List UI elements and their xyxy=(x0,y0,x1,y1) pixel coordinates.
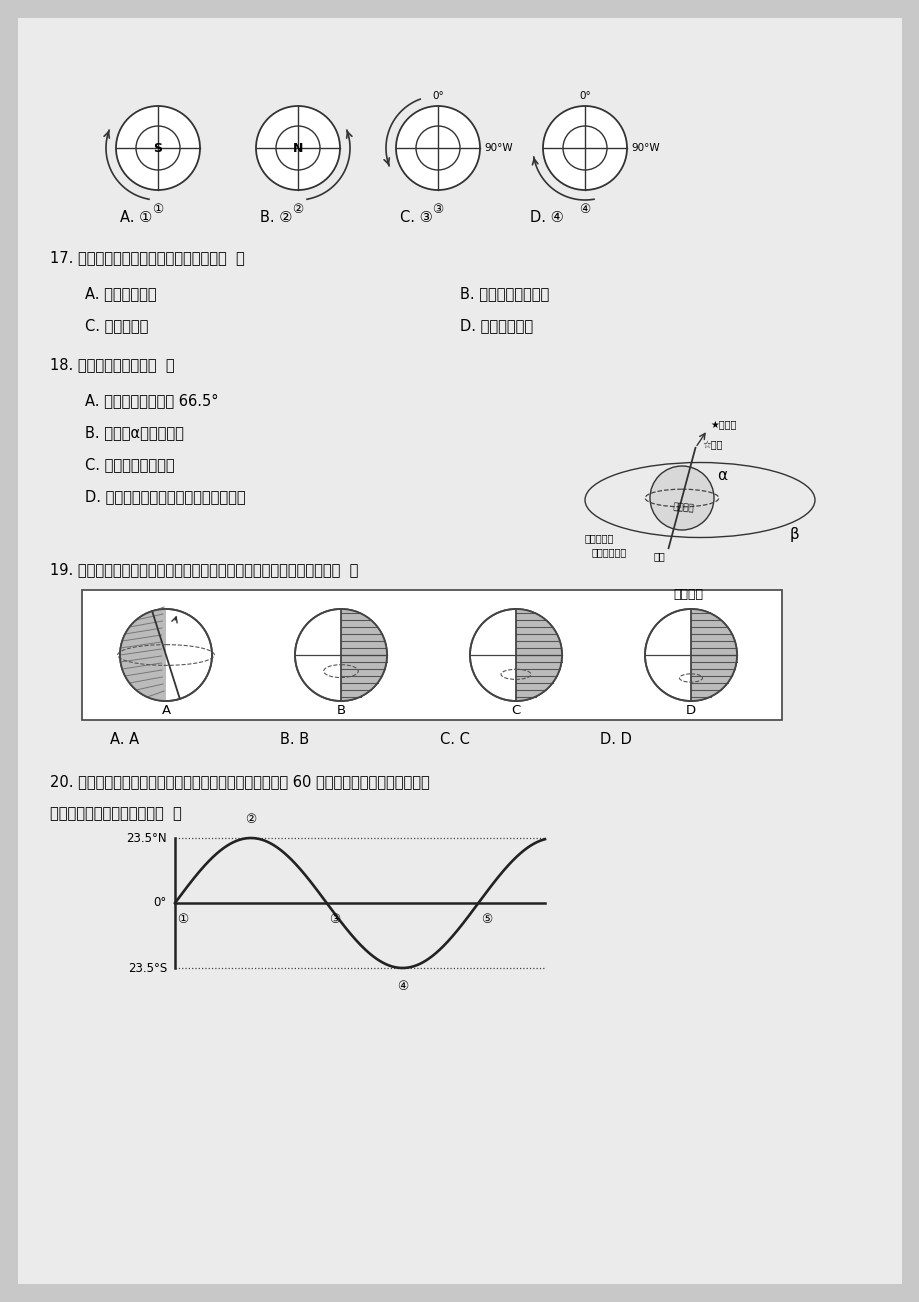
Text: B. ②: B. ② xyxy=(260,211,292,225)
Text: 0°: 0° xyxy=(153,897,167,910)
Text: 赤道平面: 赤道平面 xyxy=(671,503,694,513)
Wedge shape xyxy=(690,609,736,700)
Text: B. 图中角α是黄赤交角: B. 图中角α是黄赤交角 xyxy=(85,426,184,440)
Text: B: B xyxy=(336,703,346,716)
Text: ④: ④ xyxy=(396,980,408,993)
Text: C: C xyxy=(511,703,520,716)
Text: C. ③: C. ③ xyxy=(400,211,432,225)
Text: 18. 下列说法正确的是（  ）: 18. 下列说法正确的是（ ） xyxy=(50,358,175,372)
Text: B. 正午太阳高度相同: B. 正午太阳高度相同 xyxy=(460,286,549,302)
Circle shape xyxy=(644,609,736,700)
Circle shape xyxy=(470,609,562,700)
Wedge shape xyxy=(119,609,165,700)
Text: （黄道平面）: （黄道平面） xyxy=(591,547,627,557)
Text: A. ①: A. ① xyxy=(119,211,152,225)
Circle shape xyxy=(119,609,211,700)
Text: 0°: 0° xyxy=(432,91,443,102)
Text: 20. 下图是太阳直射点在地球表面移动示意图。在我们祖国 60 周年庆贺日，太阳直射点在哪: 20. 下图是太阳直射点在地球表面移动示意图。在我们祖国 60 周年庆贺日，太阳… xyxy=(50,775,429,789)
Circle shape xyxy=(395,105,480,190)
Text: D. 黄赤交角度数即是南北回归线的度数: D. 黄赤交角度数即是南北回归线的度数 xyxy=(85,490,245,504)
Circle shape xyxy=(295,609,387,700)
Text: ⑤: ⑤ xyxy=(481,913,492,926)
Text: ②: ② xyxy=(292,203,303,216)
Text: ③: ③ xyxy=(329,913,340,926)
Text: C. C: C. C xyxy=(439,733,470,747)
Text: C. 黄赤交角始终不变: C. 黄赤交角始终不变 xyxy=(85,457,175,473)
Text: ②: ② xyxy=(245,812,256,825)
Text: 黄赤交角: 黄赤交角 xyxy=(673,589,702,602)
Circle shape xyxy=(542,105,627,190)
Text: C. 地方时相同: C. 地方时相同 xyxy=(85,319,148,333)
Text: 90°W: 90°W xyxy=(483,143,512,154)
Text: 23.5°S: 23.5°S xyxy=(128,961,167,974)
Text: N: N xyxy=(292,142,303,155)
Text: ③: ③ xyxy=(432,203,443,216)
Text: A. 日出时间相同: A. 日出时间相同 xyxy=(85,286,156,302)
Text: A: A xyxy=(161,703,170,716)
Text: A. 目前的黄赤交角是 66.5°: A. 目前的黄赤交角是 66.5° xyxy=(85,393,219,409)
Text: ④: ④ xyxy=(579,203,590,216)
Text: 23.5°N: 23.5°N xyxy=(126,832,167,845)
Text: 17. 任何一天，地球表面经度相同的地方（  ）: 17. 任何一天，地球表面经度相同的地方（ ） xyxy=(50,250,244,266)
Circle shape xyxy=(650,466,713,530)
Text: α: α xyxy=(717,469,727,483)
Wedge shape xyxy=(341,609,387,700)
Text: D. D: D. D xyxy=(599,733,631,747)
Text: ①: ① xyxy=(153,203,164,216)
Text: ①: ① xyxy=(177,913,188,926)
Bar xyxy=(82,590,781,720)
Circle shape xyxy=(116,105,199,190)
Text: 90°W: 90°W xyxy=(630,143,659,154)
Text: 个区域并向哪个方向移动？（  ）: 个区域并向哪个方向移动？（ ） xyxy=(50,806,182,822)
Text: 南极: 南极 xyxy=(652,551,664,561)
Text: D. 昼夜长短相同: D. 昼夜长短相同 xyxy=(460,319,532,333)
Text: 0°: 0° xyxy=(578,91,590,102)
Wedge shape xyxy=(516,609,562,700)
Text: S: S xyxy=(153,142,163,155)
Text: β: β xyxy=(789,527,799,543)
Text: ★北极星: ★北极星 xyxy=(709,419,736,430)
Text: D. ④: D. ④ xyxy=(529,211,563,225)
Text: 19. 下列四幅图中（阴影表示夜半球），能正确表示北半球夏至日的是（  ）: 19. 下列四幅图中（阴影表示夜半球），能正确表示北半球夏至日的是（ ） xyxy=(50,562,358,578)
Circle shape xyxy=(255,105,340,190)
Text: 地球轨道面: 地球轨道面 xyxy=(584,533,614,543)
Text: ☆北极: ☆北极 xyxy=(702,440,722,449)
Text: D: D xyxy=(686,703,696,716)
Text: A. A: A. A xyxy=(110,733,139,747)
Text: B. B: B. B xyxy=(279,733,309,747)
